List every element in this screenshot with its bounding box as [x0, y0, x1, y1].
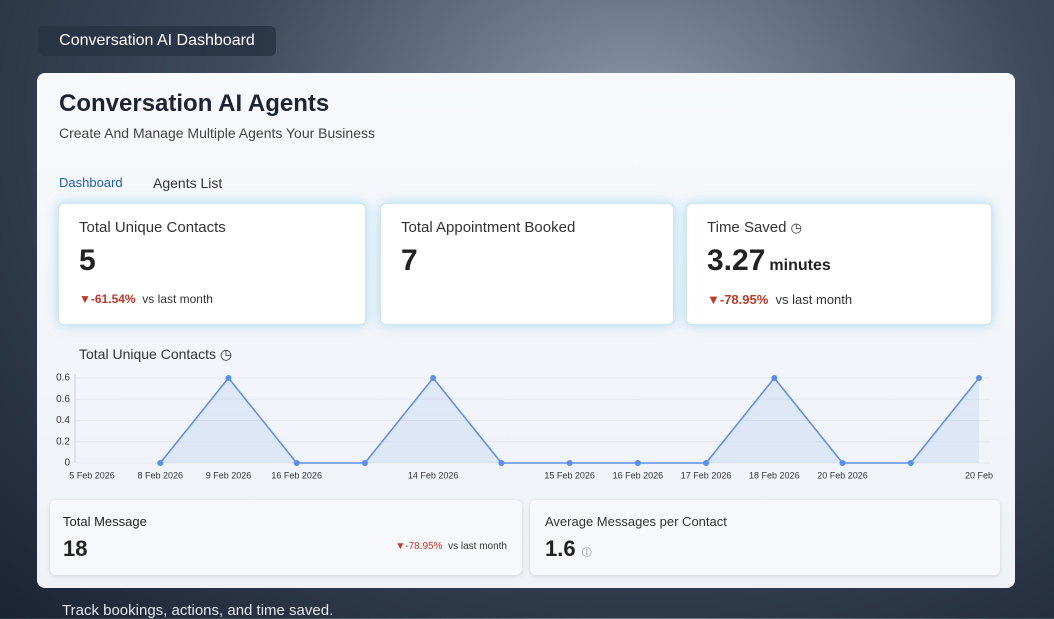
x-tick-label: 5 Feb 2026 [69, 470, 115, 480]
chart-title: Total Unique Contacts [79, 346, 216, 362]
stat-card: Total Unique Contacts 5 ▼-61.54% vs last… [58, 203, 366, 325]
change-note: vs last month [775, 292, 853, 307]
value-text: 3.27 [707, 244, 766, 277]
x-tick-label: 18 Feb 2026 [749, 470, 800, 480]
change-value: -78.95% [719, 292, 769, 307]
y-tick-label: 0.2 [56, 436, 70, 447]
y-tick-label: 0.4 [56, 415, 70, 426]
point [976, 375, 982, 381]
x-tick-label: 20 Feb [965, 470, 993, 480]
stat-value: 5 [79, 244, 96, 277]
point [293, 460, 300, 466]
x-tick-label: 20 Feb 2026 [817, 470, 868, 480]
tab[interactable]: Dashboard [59, 175, 123, 190]
change-note: vs last month [448, 541, 507, 552]
value-text: 1.6 [545, 536, 576, 561]
stat-change: ▼-61.54% vs last month [79, 292, 213, 306]
y-tick-label: 0 [64, 458, 70, 469]
area [160, 378, 979, 463]
x-tick-label: 15 Feb 2026 [544, 470, 595, 480]
chart-title-row: Total Unique Contacts ◷ [79, 346, 233, 362]
stat-label: Total Appointment Booked [401, 219, 576, 236]
stat-change: ▼-78.95% vs last month [707, 292, 853, 307]
page-title: Conversation AI Agents [59, 90, 330, 117]
y-tick-label: 0.6 [56, 373, 70, 384]
point [634, 460, 641, 466]
x-tick-label: 8 Feb 2026 [137, 470, 183, 480]
point [225, 375, 232, 381]
summary-label: Average Messages per Contact [545, 514, 727, 529]
page-subtitle: Create And Manage Multiple Agents Your B… [59, 125, 375, 141]
change-note: vs last month [142, 292, 213, 306]
stat-label: Total Unique Contacts [79, 219, 226, 236]
stat-card: Total Appointment Booked 7 [380, 203, 674, 325]
x-tick-label: 16 Feb 2026 [613, 470, 664, 480]
point [361, 460, 368, 466]
point [430, 375, 437, 381]
stat-card: Time Saved ◷ 3.27 minutes ▼-78.95% vs las… [686, 203, 992, 325]
point [157, 460, 164, 466]
point [498, 460, 505, 466]
x-tick-label: 17 Feb 2026 [681, 470, 732, 480]
dashboard-badge: Conversation AI Dashboard [38, 26, 276, 56]
point [703, 460, 710, 466]
stat-label: Time Saved ◷ [707, 219, 802, 236]
summary-change: ▼-78.95% vs last month [395, 541, 507, 552]
unit: minutes [769, 257, 831, 274]
change-value: -61.54% [90, 292, 136, 306]
change-value: -78.95% [405, 541, 443, 552]
point [566, 460, 573, 466]
point [839, 460, 846, 466]
x-tick-label: 9 Feb 2026 [206, 470, 252, 480]
label-text: Time Saved [707, 219, 787, 236]
y-tick-label: 0.6 [56, 394, 70, 405]
stat-value: 3.27 minutes [707, 244, 831, 278]
point [771, 375, 778, 381]
caption: Track bookings, actions, and time saved. [62, 602, 334, 619]
tab[interactable]: Agents List [153, 175, 223, 191]
summary-value: 1.6 ⓘ [545, 536, 592, 561]
summary-label: Total Message [63, 514, 147, 529]
stat-value: 7 [401, 244, 418, 277]
summary-card: Total Message 18 ▼-78.95% vs last month [50, 500, 522, 575]
summary-card: Average Messages per Contact 1.6 ⓘ [530, 500, 1000, 575]
x-tick-label: 14 Feb 2026 [408, 470, 459, 480]
point [907, 460, 914, 466]
summary-value: 18 [63, 536, 88, 561]
x-tick-label: 16 Feb 2026 [271, 470, 322, 480]
